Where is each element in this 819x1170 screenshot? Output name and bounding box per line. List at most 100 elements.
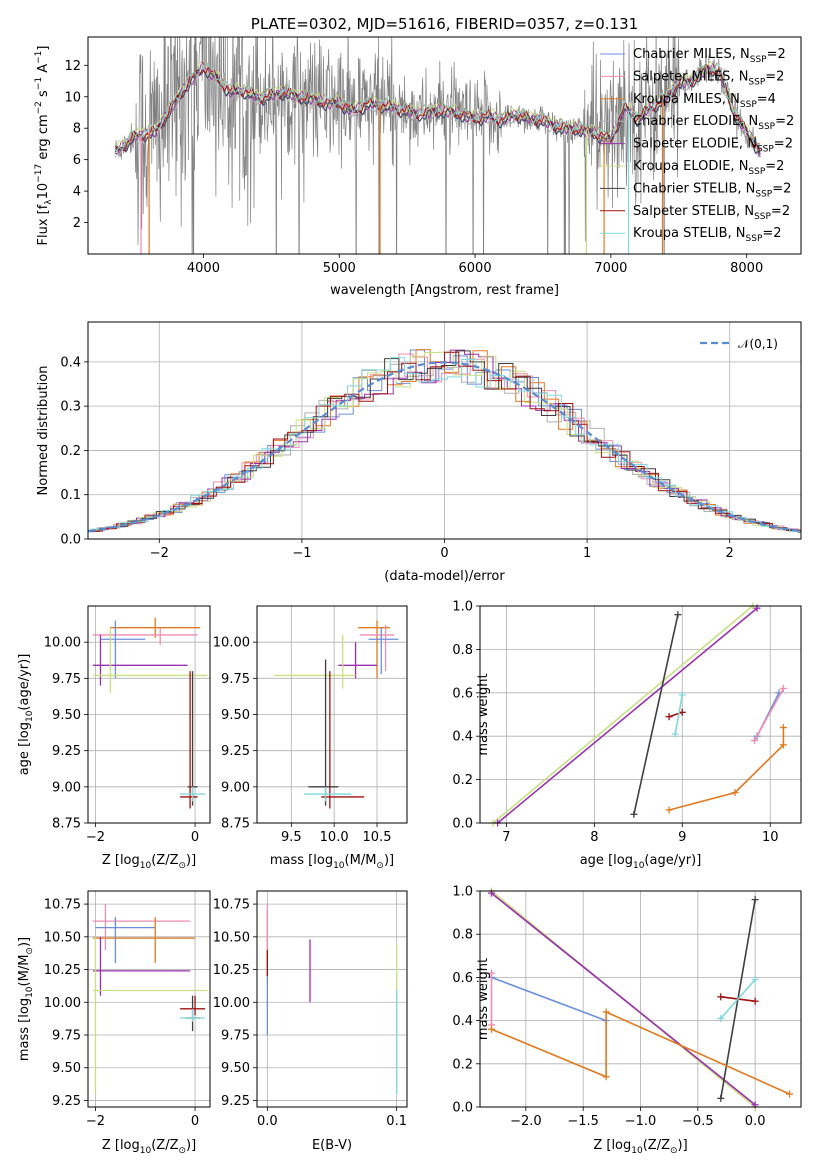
label-fragment: wavelength [Angstrom, rest frame] <box>330 283 559 298</box>
errorbar-salpeter-elodie <box>92 936 191 996</box>
label-fragment: age [ <box>17 742 32 775</box>
errorbar-kroupa-elodie <box>274 634 356 689</box>
x-tick-label: 10.0 <box>320 830 349 845</box>
y-tick-label: 9.25 <box>52 1094 81 1109</box>
label-fragment: N <box>736 226 746 241</box>
label-fragment: log <box>17 722 32 742</box>
legend-entry: Kroupa ELODIE, NSSP=2 <box>633 159 784 177</box>
label-fragment: 10 <box>633 861 645 871</box>
model-spectrum-salpeter-stelib <box>114 63 761 152</box>
errorbar-plot-area <box>92 904 208 1094</box>
series-line <box>491 1010 790 1095</box>
series-line <box>674 694 684 735</box>
label-fragment: =2 <box>772 181 791 196</box>
y-tick-label: 0.4 <box>60 355 81 370</box>
errorbar-plot-area <box>274 620 399 809</box>
errorbar-chabrier-stelib <box>187 671 198 806</box>
chart-title: PLATE=0302, MJD=51616, FIBERID=0357, z=0… <box>251 15 638 33</box>
errorbar-salpeter-miles <box>359 624 395 672</box>
x-tick-label: 10.5 <box>363 830 392 845</box>
label-fragment: Kroupa MILES, <box>633 92 730 107</box>
x-tick-label: 2 <box>726 546 734 561</box>
y-tick-label: 9.75 <box>221 672 250 687</box>
y-tick-label: 10.00 <box>44 996 81 1011</box>
label-fragment: f <box>36 204 51 209</box>
y-axis-label: mass weight <box>476 958 491 1040</box>
label-fragment: mass [ <box>17 1018 32 1061</box>
y-tick-label: 1.0 <box>452 600 473 615</box>
label-fragment: (data-model)/error <box>384 569 505 584</box>
x-tick-label: −2.0 <box>510 1114 542 1129</box>
label-fragment: s <box>36 90 51 101</box>
y-tick-label: 9.50 <box>221 1061 250 1076</box>
y-axis-label: Flux [fλ10−17 erg cm−2 s−1 A−1] <box>34 46 54 246</box>
y-tick-label: 0.4 <box>452 1014 473 1029</box>
x-tick-label: 7 <box>502 830 510 845</box>
label-fragment: −2 <box>34 101 44 114</box>
y-tick-label: 9.00 <box>221 780 250 795</box>
series-kroupa-stelib <box>671 691 686 738</box>
label-fragment: ⊙ <box>670 1146 678 1156</box>
series-chabrier-stelib <box>630 611 682 818</box>
y-tick-label: 0.6 <box>452 686 473 701</box>
label-fragment: 10 <box>25 986 35 998</box>
label-fragment: SSP <box>746 234 763 244</box>
x-tick-label: 1 <box>583 546 591 561</box>
label-fragment: mass weight <box>476 673 491 755</box>
errorbar-kroupa-miles <box>358 620 390 679</box>
y-axis-label: age [log10(age/yr)] <box>17 654 35 776</box>
y-tick-label: 9.50 <box>52 708 81 723</box>
x-tick-label: 10 <box>762 830 779 845</box>
x-axis-label: (data-model)/error <box>384 569 505 584</box>
y-tick-label: 9.25 <box>221 1094 250 1109</box>
x-tick-label: −1.0 <box>625 1114 657 1129</box>
axes-frame <box>479 890 802 1108</box>
y-tick-label: 8.75 <box>52 817 81 832</box>
label-fragment: mass weight <box>476 958 491 1040</box>
x-tick-label: 0.1 <box>386 1114 407 1129</box>
y-axis-label: Normed distribution <box>36 366 51 496</box>
label-fragment: SSP <box>750 55 767 65</box>
label-fragment: log <box>613 853 633 868</box>
legend-entry: Salpeter STELIB, NSSP=2 <box>633 204 790 222</box>
series-line <box>491 976 607 1022</box>
label-fragment: A <box>36 64 51 77</box>
series-kroupa-stelib <box>717 976 759 1022</box>
errorbar-kroupa-stelib <box>180 1008 206 1022</box>
errorbar-salpeter-stelib <box>180 671 198 809</box>
label-fragment: 10 <box>140 861 152 871</box>
label-fragment: age [ <box>580 853 613 868</box>
label-fragment: =2 <box>774 137 793 152</box>
label-fragment: Kroupa ELODIE, <box>633 159 739 174</box>
model-spectrum-kroupa-elodie <box>114 61 761 153</box>
spectrum-plot-area <box>114 37 761 254</box>
y-tick-label: 10.00 <box>213 636 250 651</box>
y-tick-label: 9.25 <box>52 744 81 759</box>
errorbar-salpeter-stelib <box>321 671 365 809</box>
label-fragment: erg cm <box>36 114 51 163</box>
label-fragment: =2 <box>767 47 786 62</box>
label-fragment: −1 <box>34 77 44 90</box>
label-fragment: E(B-V) <box>312 1138 352 1153</box>
label-fragment: N <box>747 137 757 152</box>
errorbar-chabrier-miles <box>368 627 399 674</box>
label-fragment: (Z/Z <box>151 853 178 868</box>
x-axis-label: Z [log10(Z/Z⊙)] <box>102 1138 196 1156</box>
label-fragment: λ <box>44 199 54 205</box>
axes-frame <box>87 321 802 540</box>
x-tick-label: 8000 <box>730 261 763 276</box>
y-tick-label: 4 <box>73 185 81 200</box>
label-fragment: N <box>739 159 749 174</box>
legend-entry: Kroupa MILES, NSSP=4 <box>633 92 776 110</box>
x-tick-label: 9 <box>678 830 686 845</box>
label-fragment: Z [ <box>102 1138 120 1153</box>
y-tick-label: 0.8 <box>452 928 473 943</box>
spectrum-panel: 4000 5000 6000 7000 8000 2 4 6 8 10 12 PLATE=0302, … <box>34 15 802 298</box>
series-kroupa-miles <box>487 1008 794 1098</box>
label-fragment: −17 <box>34 164 44 183</box>
y-tick-label: 10.00 <box>213 996 250 1011</box>
weight-vs-metallicity-panel: −2.0 −1.5 −1.0 −0.5 0.0 0.0 0.2 0.4 0.6 0.8 1.0 Z [… <box>452 885 802 1156</box>
errorbar-plot-area <box>266 904 398 1094</box>
legend-entry: Kroupa STELIB, NSSP=2 <box>633 226 782 244</box>
